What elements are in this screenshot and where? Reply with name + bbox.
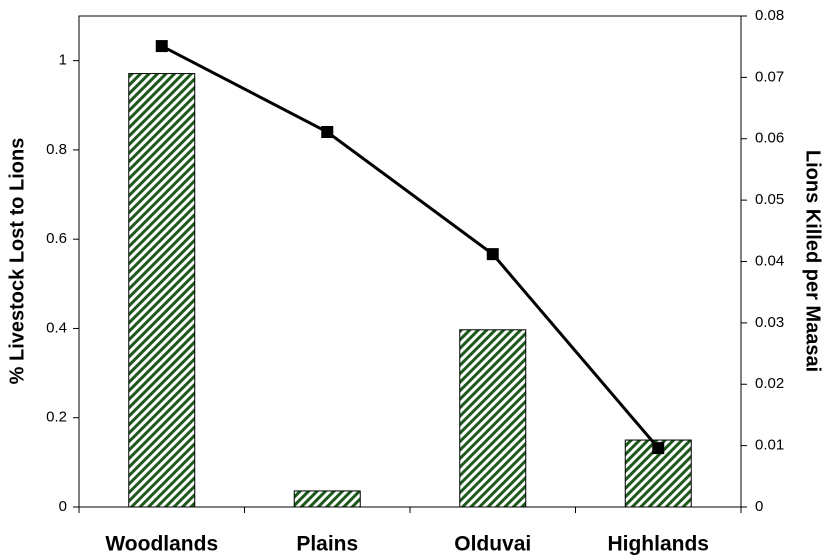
- x-tick-label: Plains: [296, 533, 358, 556]
- y-tick-label: 0.8: [46, 141, 67, 158]
- x-tick-label: Woodlands: [105, 533, 218, 556]
- line-marker: [321, 125, 334, 138]
- y-tick-label: 1: [59, 52, 67, 69]
- y-tick-label: 0.4: [46, 319, 67, 336]
- y-axis-title: % Livestock Lost to Lions: [6, 138, 28, 385]
- y2-tick-label: 0: [755, 498, 763, 515]
- y2-tick-label: 0.02: [755, 375, 784, 392]
- x-tick-label: Highlands: [607, 533, 709, 556]
- y2-tick-label: 0.07: [755, 68, 784, 85]
- bar: [459, 329, 527, 508]
- y2-tick-label: 0.03: [755, 314, 784, 331]
- bar: [293, 490, 361, 508]
- y-tick-label: 0.6: [46, 230, 67, 247]
- y-tick-label: 0: [59, 498, 67, 515]
- y2-tick-label: 0.05: [755, 191, 784, 208]
- y2-tick-label: 0.04: [755, 252, 784, 269]
- line: [161, 44, 660, 450]
- line-marker: [155, 40, 168, 53]
- y2-axis-title: Lions Killed per Maasai: [802, 150, 824, 372]
- x-tick-label: Olduvai: [454, 533, 531, 556]
- line-marker: [652, 442, 665, 455]
- y2-tick-label: 0.01: [755, 437, 784, 454]
- y-tick-label: 0.2: [46, 409, 67, 426]
- bar: [128, 73, 196, 508]
- line-marker: [486, 248, 499, 261]
- y2-tick-label: 0.08: [755, 7, 784, 24]
- y2-tick-label: 0.06: [755, 130, 784, 147]
